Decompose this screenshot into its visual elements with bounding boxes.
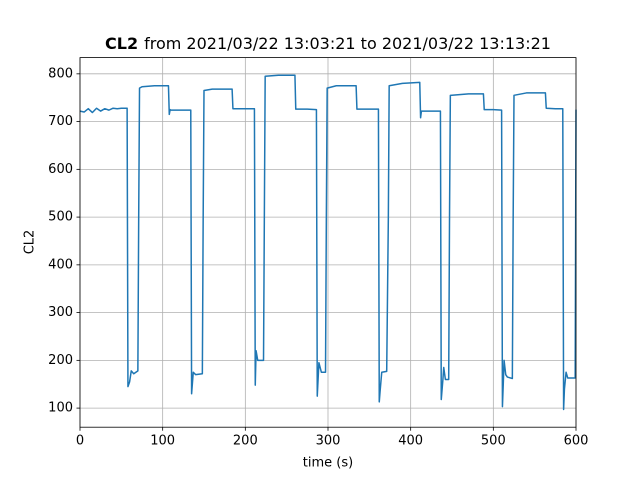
axes-frame — [79, 57, 577, 428]
y-tick-label: 500 — [48, 210, 73, 225]
x-tick-label: 400 — [398, 434, 423, 449]
y-tick-label: 600 — [48, 162, 73, 177]
y-tick-label: 100 — [48, 401, 73, 416]
x-tick-label: 600 — [564, 434, 589, 449]
x-tick-label: 100 — [150, 434, 175, 449]
title-rest: from 2021/03/22 13:03:21 to 2021/03/22 1… — [144, 34, 551, 53]
data-line — [79, 74, 577, 411]
y-tick-label: 800 — [48, 66, 73, 81]
chart-title: CL2 from 2021/03/22 13:03:21 to 2021/03/2… — [105, 34, 551, 53]
x-axis-label: time (s) — [303, 456, 353, 471]
x-tick-label: 300 — [316, 434, 341, 449]
y-axis-label: CL2 — [23, 230, 38, 255]
y-tick-label: 200 — [48, 353, 73, 368]
x-tick-label: 200 — [233, 434, 258, 449]
y-tick-label: 300 — [48, 305, 73, 320]
title-bold: CL2 — [105, 34, 138, 53]
x-tick-label: 0 — [76, 434, 84, 449]
y-tick-label: 400 — [48, 257, 73, 272]
x-tick-label: 500 — [481, 434, 506, 449]
y-tick-label: 700 — [48, 114, 73, 129]
